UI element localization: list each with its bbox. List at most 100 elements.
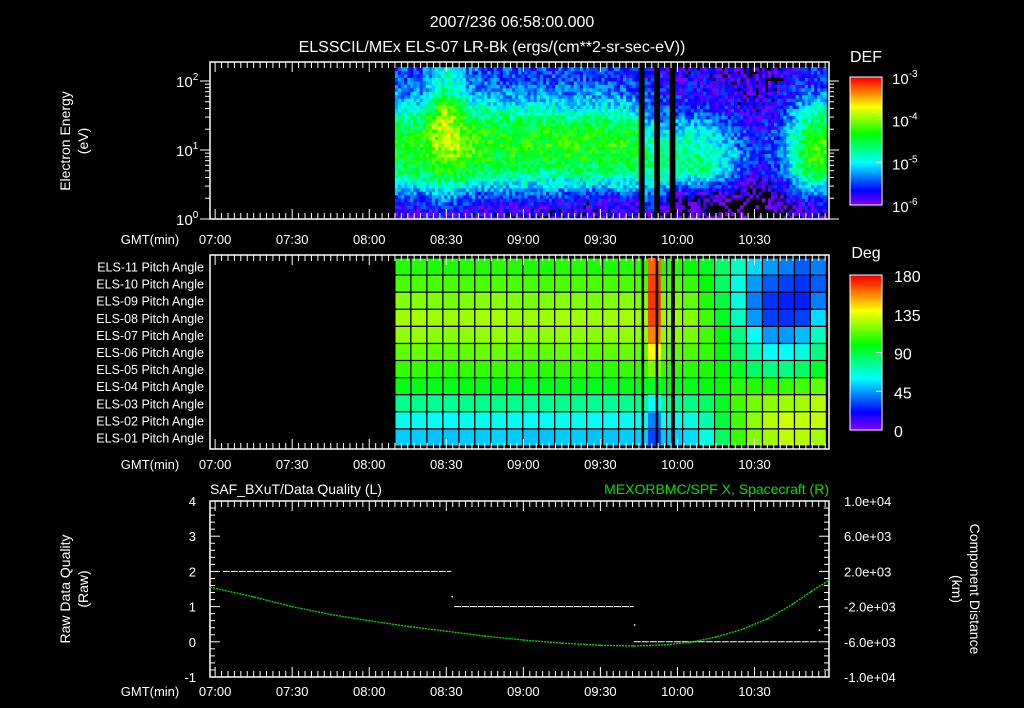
spectrogram-cell (690, 146, 695, 151)
spectrogram-cell (524, 163, 528, 168)
spectrogram-cell (552, 101, 556, 106)
spectrogram-cell (724, 139, 729, 144)
spectrogram-cell (453, 174, 457, 179)
spectrogram-cell (481, 94, 485, 99)
spectrogram-cell (619, 181, 624, 185)
spectrogram-cell (401, 84, 405, 89)
spectrogram-cell (647, 170, 652, 175)
spectrogram-cell (604, 143, 608, 147)
spectrogram-cell (635, 101, 639, 106)
spectrogram-cell (635, 105, 639, 109)
spectrogram-cell (546, 84, 550, 89)
spectrogram-cell (552, 198, 556, 203)
spectrogram-cell (441, 181, 445, 185)
spectrogram-cell (734, 91, 738, 96)
spectrogram-cell (468, 105, 473, 109)
spectrogram-cell (589, 105, 593, 109)
spectrogram-cell (546, 94, 550, 99)
spectrogram-cell (416, 129, 420, 134)
spectrogram-cell (490, 187, 494, 192)
spectrogram-cell (573, 143, 578, 147)
spectrogram-cell (771, 81, 775, 85)
spectrogram-cell (428, 153, 433, 158)
spectrogram-cell (727, 160, 732, 165)
spectrogram-cell (675, 167, 679, 172)
spectrogram-cell (709, 91, 713, 96)
spectrogram-cell (509, 177, 513, 182)
spectrogram-cell (724, 153, 729, 158)
spectrogram-cell (687, 194, 692, 199)
spectrogram-cell (515, 153, 519, 158)
spectrogram-cell (598, 101, 602, 106)
spectrogram-cell (687, 201, 692, 206)
spectrogram-cell (499, 98, 504, 103)
spectrogram-cell (629, 136, 633, 141)
spectrogram-cell (619, 184, 624, 189)
spectrogram-cell (472, 184, 476, 189)
spectrogram-cell (678, 143, 682, 147)
spectrogram-cell (589, 129, 593, 134)
spectrogram-cell (487, 112, 491, 116)
spectrogram-cell (539, 122, 544, 127)
spectrogram-cell (478, 77, 482, 82)
spectrogram-cell (536, 205, 541, 210)
spectrogram-cell (718, 212, 723, 216)
spectrogram-cell (459, 205, 464, 210)
spectrogram-cell (601, 201, 605, 206)
spectrogram-cell (453, 167, 457, 172)
spectrogram-cell (456, 153, 461, 158)
spectrogram-cell (555, 205, 559, 210)
spectrogram-cell (675, 91, 679, 96)
spectrogram-cell (613, 118, 618, 123)
spectrogram-cell (724, 181, 729, 185)
spectrogram-cell (650, 94, 655, 99)
spectrogram-cell (647, 70, 652, 75)
spectrogram-cell (737, 84, 741, 89)
spectrogram-cell (647, 74, 652, 78)
spectrogram-cell (530, 94, 534, 99)
spectrogram-cell (764, 205, 769, 210)
spectrogram-cell (629, 105, 633, 109)
spectrogram-cell (462, 160, 467, 165)
spectrogram-cell (690, 194, 695, 199)
spectrogram-cell (407, 181, 411, 185)
spectrogram-cell (472, 139, 476, 144)
spectrogram-cell (598, 150, 602, 154)
spectrogram-cell (447, 201, 451, 206)
spectrogram-cell (601, 129, 605, 134)
spectrogram-cell (465, 67, 470, 72)
spectrogram-cell (527, 139, 531, 144)
spectrogram-cell (453, 143, 457, 147)
spectrogram-cell (740, 74, 744, 78)
spectrogram-cell (475, 101, 479, 106)
spectrogram-cell (589, 91, 593, 96)
spectrogram-cell (632, 132, 636, 137)
spectrogram-cell (764, 70, 769, 75)
spectrogram-cell (761, 81, 766, 85)
spectrogram-cell (505, 74, 510, 78)
spectrogram-cell (629, 143, 633, 147)
spectrogram-cell (604, 87, 608, 92)
spectrogram-cell (777, 143, 781, 147)
spectrogram-cell (706, 84, 710, 89)
spectrogram-cell (607, 129, 612, 134)
spectrogram-cell (419, 167, 424, 172)
spectrogram-cell (690, 70, 695, 75)
spectrogram-cell (727, 81, 732, 85)
spectrogram-cell (684, 84, 689, 89)
spectrogram-cell (459, 167, 464, 172)
spectrogram-cell (425, 160, 430, 165)
spectrogram-cell (394, 94, 399, 99)
spectrogram-cell (431, 74, 436, 78)
spectrogram-cell (749, 81, 753, 85)
spectrogram-cell (709, 112, 713, 116)
spectrogram-cell (410, 115, 414, 120)
spectrogram-cell (435, 201, 439, 206)
spectrogram-cell (401, 105, 405, 109)
spectrogram-cell (663, 187, 667, 192)
spectrogram-cell (462, 174, 467, 179)
spectrogram-cell (761, 125, 766, 130)
spectrogram-cell (700, 167, 704, 172)
spectrogram-cell (487, 125, 491, 130)
spectrogram-cell (626, 91, 630, 96)
